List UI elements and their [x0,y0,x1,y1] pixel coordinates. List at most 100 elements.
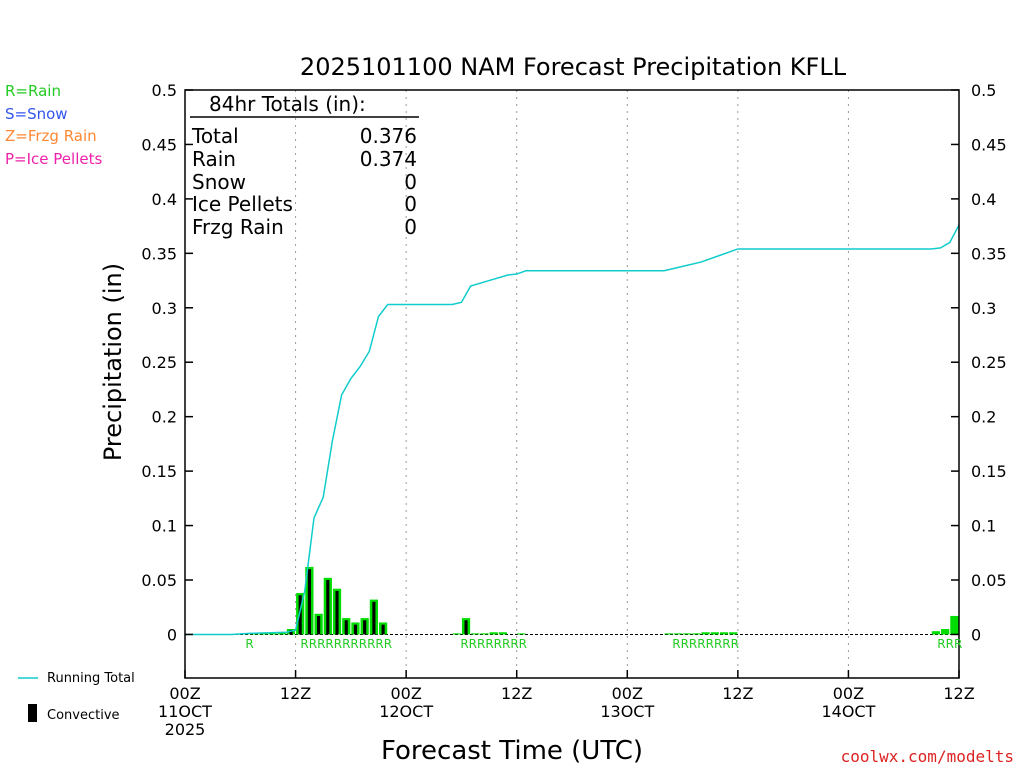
totals-value-rain: 0.374 [360,147,417,171]
totals-box: 84hr Totals (in): Total 0.376 Rain 0.374… [190,92,419,239]
running-total-line [185,224,960,636]
series-legend: Running Total Convective [18,671,135,723]
y-tick-label-right: 0.2 [971,408,996,427]
precip-bar [489,632,498,635]
convective-bar [381,624,385,635]
y-tick-label-right: 0.4 [971,190,996,209]
credit-text: coolwx.com/modelts [841,747,1014,766]
precip-bar [950,615,959,635]
x-tick-label: 14OCT [821,702,875,721]
ptype-legend-ice-pellets: P=Ice Pellets [5,150,102,168]
precip-bar [471,633,480,635]
totals-value-ice-pellets: 0 [404,192,417,216]
precip-bar [692,633,701,635]
x-tick-label: 00Z [169,684,200,703]
precip-bar [683,633,692,635]
convective-legend-swatch [28,704,37,722]
y-tick-label-right: 0.25 [971,353,1007,372]
precip-bar [710,632,719,635]
ptype-layer: R RRRRRRRRRRR RRRRRRRR RRRRRRRR RRR [245,637,962,651]
convective-bar [464,620,468,635]
y-tick-label-right: 0.45 [971,135,1007,154]
x-tick-label: 12Z [280,684,311,703]
totals-value-snow: 0 [404,170,417,194]
convective-bar [372,601,376,635]
totals-header: 84hr Totals (in): [209,92,366,116]
y-tick-label-left: 0.45 [141,135,177,154]
x-tick-label: 00Z [612,684,643,703]
precip-bar [277,632,286,635]
totals-label-ice-pellets: Ice Pellets [192,192,293,216]
y-tick-label-right: 0.1 [971,517,996,536]
x-tick-label: 00Z [833,684,864,703]
x-tick-label: 12Z [722,684,753,703]
precip-bar [931,631,941,635]
y-tick-label-left: 0.4 [152,190,177,209]
convective-bar [326,580,330,635]
precip-bar [268,633,277,635]
precip-bar [941,629,950,635]
x-tick-label: 12OCT [379,702,433,721]
convective-bar [289,630,293,635]
ptype-string: RRR [937,637,962,651]
precip-bar [664,633,673,635]
x-tick-label: 12Z [943,684,974,703]
running-total-legend-label: Running Total [47,671,135,686]
ptype-legend-frzg-rain: Z=Frzg Rain [5,127,97,145]
x-tick-label: 11OCT [158,702,212,721]
convective-bar [335,590,339,635]
y-tick-label-right: 0.05 [971,571,1007,590]
grid-layer [185,90,959,678]
ptype-string: RRRRRRRR [460,637,527,651]
convective-bar [363,620,367,635]
ptype-string: RRRRRRRR [672,637,739,651]
totals-label-snow: Snow [192,170,246,194]
precip-bar [701,632,710,635]
x-tick-label: 2025 [165,720,206,739]
y-tick-label-left: 0.1 [152,517,177,536]
convective-bar [344,620,348,635]
precip-bar [480,633,489,635]
precip-bar [498,632,507,635]
ptype-legend-rain: R=Rain [5,82,61,100]
convective-bar [317,615,321,635]
plot-frame [184,89,960,679]
y-tick-label-right: 0.3 [971,299,996,318]
convective-bar [307,569,311,635]
chart-title: 2025101100 NAM Forecast Precipitation KF… [300,53,847,81]
bar-layer [240,566,959,635]
totals-label-rain: Rain [192,147,236,171]
precip-bar [719,632,729,635]
totals-label-frzg-rain: Frzg Rain [192,215,284,239]
line-layer [185,224,960,636]
x-tick-label: 13OCT [600,702,654,721]
axis-layer: 0 00.05 0.050.1 0.10.15 0.150.2 0.20.25 0.250.… [141,81,1006,739]
precip-bar [452,633,461,635]
totals-value-frzg-rain: 0 [404,215,417,239]
convective-bar [353,624,358,635]
convective-legend-label: Convective [47,708,120,723]
y-tick-label-right: 0.5 [971,81,996,100]
y-tick-label-right: 0 [971,625,981,644]
x-axis-label: Forecast Time (UTC) [381,736,643,766]
ptype-string: RRRRRRRRRRR [300,637,392,651]
precip-bar [517,633,526,635]
y-tick-label-left: 0.2 [152,408,177,427]
y-tick-label-right: 0.35 [971,244,1007,263]
ptype-legend: R=Rain S=Snow Z=Frzg Rain P=Ice Pellets [5,82,102,168]
ptype-string: R [245,637,253,651]
convective-bar [298,595,302,635]
y-tick-label-left: 0.05 [141,571,177,590]
y-tick-label-left: 0 [167,625,177,644]
y-tick-label-left: 0.25 [141,353,177,372]
y-tick-label-left: 0.3 [152,299,177,318]
y-tick-label-left: 0.15 [141,462,177,481]
totals-label-total: Total [191,124,239,148]
y-axis-label: Precipitation (in) [99,263,127,461]
y-tick-label-left: 0.35 [141,244,177,263]
x-tick-label: 12Z [501,684,532,703]
precip-bar [259,633,268,635]
precip-bar [673,633,683,635]
x-tick-label: 00Z [390,684,421,703]
